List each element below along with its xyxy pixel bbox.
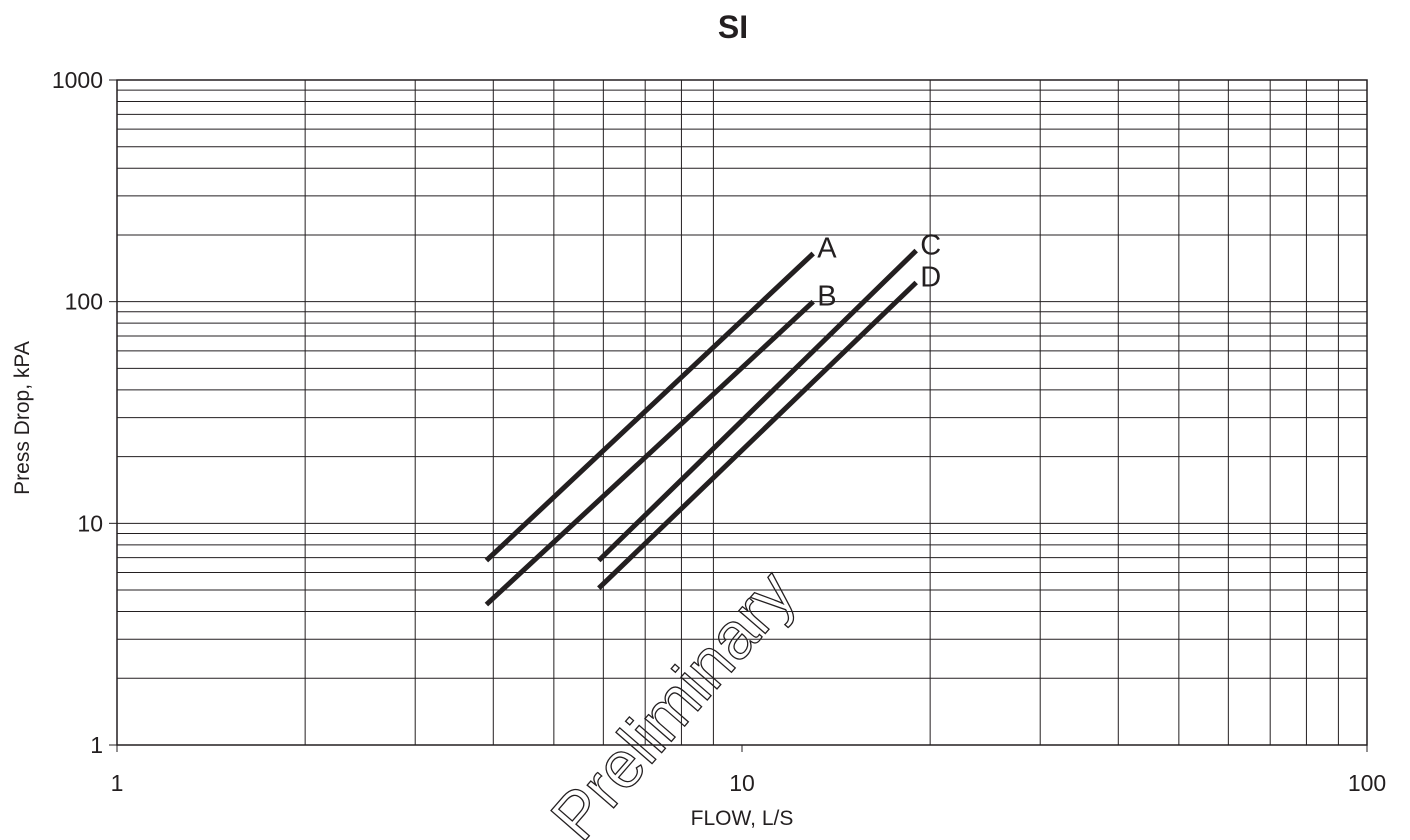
x-tick-label: 100 bbox=[1348, 770, 1386, 796]
y-tick-label: 1 bbox=[90, 732, 103, 758]
series-label-a: A bbox=[817, 232, 837, 264]
series-line-c bbox=[597, 248, 918, 563]
x-axis-label: FLOW, L/S bbox=[691, 807, 794, 830]
y-axis-label: Press Drop, kPA bbox=[11, 341, 34, 495]
series-labels: AB CD bbox=[817, 230, 941, 313]
series-line-a bbox=[484, 251, 815, 563]
x-tick-label: 1 bbox=[111, 770, 124, 796]
x-tick-label: 10 bbox=[729, 770, 755, 796]
series-line-d bbox=[597, 280, 918, 591]
chart-title: SI bbox=[718, 9, 748, 45]
y-tick-label: 10 bbox=[77, 510, 103, 536]
series-label-c: C bbox=[920, 230, 941, 262]
series-label-d: D bbox=[920, 262, 941, 294]
watermark: Preliminary bbox=[536, 556, 808, 840]
series-line-b bbox=[484, 299, 815, 607]
grid bbox=[117, 80, 1367, 745]
y-tick-label: 1000 bbox=[52, 67, 103, 93]
series-lines bbox=[484, 248, 918, 607]
series-label-b: B bbox=[817, 281, 836, 313]
y-tick-label: 100 bbox=[65, 289, 103, 315]
tick-labels: 1 10 100 1 10 100 1000 bbox=[52, 67, 1386, 796]
